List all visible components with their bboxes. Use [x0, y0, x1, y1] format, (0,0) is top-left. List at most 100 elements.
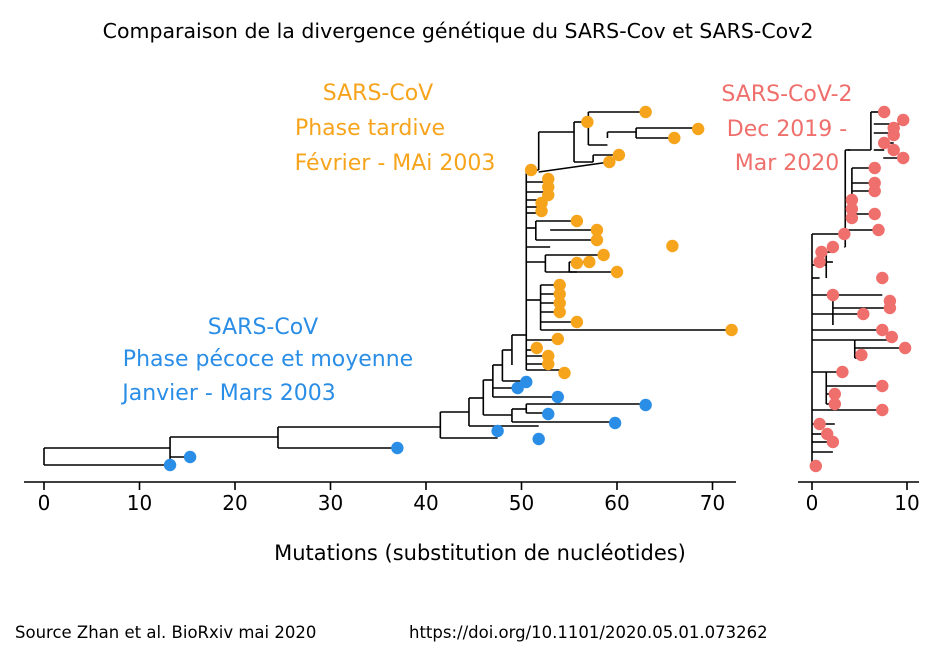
late-phase-annotation: SARS-CoV Phase tardive Février - MAi 200…	[295, 81, 496, 176]
late-sample-point	[570, 315, 584, 329]
late-sample-point	[691, 122, 705, 136]
late-sample-point	[524, 163, 538, 177]
cov2-sample-point	[897, 151, 910, 165]
left-axis-tick-label: 60	[604, 491, 629, 515]
left-axis-tick-label: 20	[222, 491, 247, 515]
late-sample-point	[610, 265, 624, 279]
late-sample-point	[583, 255, 596, 269]
sars-cov-2-tree	[809, 105, 912, 473]
cov2-sample-point	[876, 379, 889, 393]
cov2-sample-point	[897, 113, 910, 127]
cov2-sample-point	[828, 397, 841, 411]
late-sample-point	[551, 332, 564, 346]
cov2-sample-point	[815, 245, 828, 259]
cov2-sample-point	[813, 417, 826, 431]
cov2-annotation-line-2: Dec 2019 -	[727, 117, 847, 142]
late-sample-point	[590, 223, 604, 237]
left-axis-tick-label: 70	[700, 491, 725, 515]
cov2-annotation-line-1: SARS-CoV-2	[721, 82, 852, 107]
late-sample-point	[668, 131, 681, 145]
right-axis-tick-label: 10	[894, 491, 919, 515]
late-sample-point	[570, 214, 584, 228]
late-sample-point	[535, 204, 548, 218]
early-sample-point	[511, 381, 524, 395]
left-axis-tick-label: 40	[413, 491, 438, 515]
early-sample-point	[183, 450, 197, 464]
early-annotation-line-2: Phase pécoce et moyenne	[123, 347, 413, 372]
late-annotation-line-3: Février - MAi 2003	[295, 151, 496, 176]
late-sample-point	[570, 256, 584, 270]
early-annotation-line-3: Janvier - Mars 2003	[120, 381, 336, 406]
cov2-sample-point	[855, 348, 868, 362]
early-sample-point	[491, 424, 504, 438]
cov2-annotation-line-3: Mar 2020	[735, 151, 840, 176]
right-x-axis: 0 10	[798, 481, 920, 515]
cov2-sample-point	[885, 330, 898, 344]
early-phase-annotation: SARS-CoV Phase pécoce et moyenne Janvier…	[120, 315, 413, 406]
cov2-sample-point	[868, 161, 881, 175]
early-sample-point	[532, 432, 545, 446]
late-sample-point	[558, 366, 571, 380]
early-sample-point	[639, 398, 652, 412]
late-sample-point	[603, 155, 616, 169]
cov2-sample-point	[876, 323, 889, 337]
tree-branch	[538, 161, 610, 173]
left-axis-tick-label: 50	[509, 491, 534, 515]
cov2-sample-point	[826, 240, 840, 254]
sars-cov-tree	[43, 105, 738, 472]
cov2-sample-point	[872, 223, 885, 237]
late-sample-point	[666, 239, 679, 253]
late-annotation-line-2: Phase tardive	[295, 116, 445, 141]
cov2-annotation: SARS-CoV-2 Dec 2019 - Mar 2020	[721, 82, 852, 176]
cov2-sample-point	[883, 301, 897, 315]
early-sample-point	[542, 407, 555, 421]
early-sample-point	[520, 375, 533, 389]
left-x-axis: 0 10 20 30 40 50 60 70	[24, 481, 736, 515]
late-sample-point	[612, 148, 626, 162]
early-sample-point	[608, 416, 622, 430]
source-doi: https://doi.org/10.1101/2020.05.01.07326…	[409, 623, 768, 642]
late-sample-point	[597, 248, 610, 262]
cov2-sample-point	[838, 227, 851, 241]
cov2-sample-point	[887, 128, 900, 142]
left-axis-tick-label: 10	[127, 491, 152, 515]
late-sample-point	[590, 233, 604, 247]
cov2-sample-point	[813, 255, 826, 269]
cov2-sample-point	[826, 435, 840, 449]
late-sample-point	[725, 323, 738, 337]
cov2-sample-point	[876, 271, 889, 285]
late-sample-point	[553, 287, 566, 301]
cov2-sample-point	[887, 143, 900, 157]
chart-title: Comparaison de la divergence génétique d…	[103, 19, 814, 43]
cov2-sample-point	[845, 193, 859, 207]
cov2-sample-point	[836, 365, 849, 379]
cov2-sample-point	[868, 184, 881, 198]
late-sample-point	[581, 115, 594, 129]
source-citation: Source Zhan et al. BioRxiv mai 2020	[15, 623, 316, 642]
right-axis-tick-label: 0	[806, 491, 819, 515]
cov2-sample-point	[878, 136, 891, 150]
late-sample-point	[553, 296, 566, 310]
cov2-sample-point	[898, 341, 912, 355]
early-annotation-line-1: SARS-CoV	[208, 315, 318, 340]
cov2-sample-point	[826, 288, 840, 302]
late-sample-point	[542, 357, 555, 371]
late-sample-point	[530, 341, 543, 355]
cov2-sample-point	[857, 307, 870, 321]
late-sample-point	[639, 105, 652, 119]
late-sample-point	[553, 278, 566, 292]
cov2-sample-point	[828, 387, 841, 401]
cov2-sample-point	[878, 105, 891, 119]
cov2-sample-point	[845, 202, 859, 216]
cov2-sample-point	[809, 459, 822, 473]
late-annotation-line-1: SARS-CoV	[323, 81, 433, 106]
cov2-sample-point	[876, 403, 889, 417]
left-axis-tick-label: 30	[318, 491, 343, 515]
cov2-sample-point	[845, 211, 859, 225]
early-sample-point	[163, 458, 177, 472]
left-axis-tick-label: 0	[38, 491, 51, 515]
late-sample-point	[553, 305, 566, 319]
early-sample-point	[551, 390, 564, 404]
cov2-sample-point	[868, 207, 881, 221]
